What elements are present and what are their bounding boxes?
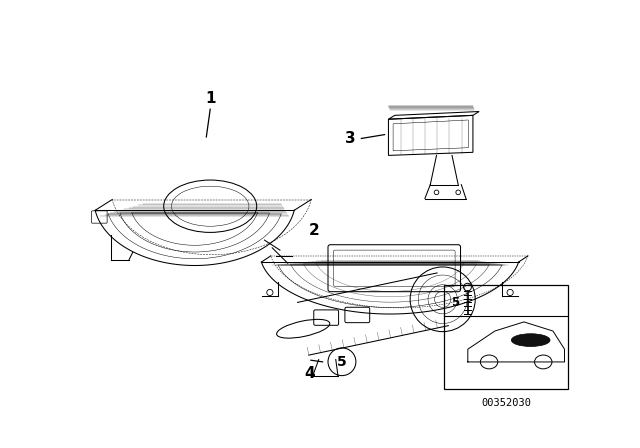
Text: 4: 4: [304, 366, 315, 381]
Text: 2: 2: [308, 224, 319, 238]
Text: 1: 1: [205, 91, 216, 106]
Text: 5: 5: [337, 355, 347, 369]
Text: 3: 3: [345, 131, 356, 146]
Bar: [444, 285, 568, 389]
Ellipse shape: [511, 334, 550, 346]
Text: 00352030: 00352030: [481, 398, 531, 408]
Text: 5: 5: [451, 296, 460, 309]
